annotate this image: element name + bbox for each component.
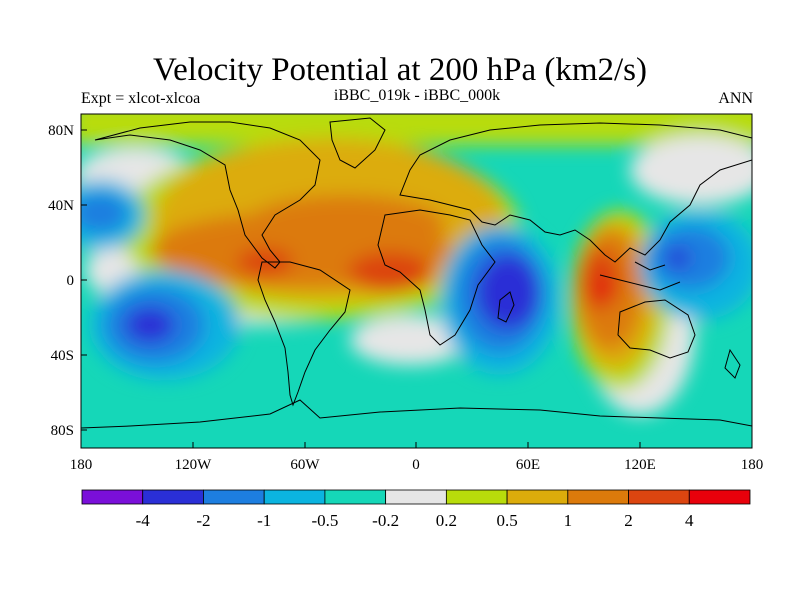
coast-north-america — [94, 121, 321, 269]
x-tick-label: 60E — [516, 457, 540, 473]
colorbar-swatch — [142, 489, 204, 505]
tick-marks — [80, 129, 753, 448]
coast-africa — [377, 209, 496, 346]
colorbar-label: 0.5 — [496, 511, 517, 530]
coast-new-zealand — [724, 348, 741, 379]
plot-title: Velocity Potential at 200 hPa (km2/s) — [152, 52, 648, 88]
y-tick-label: 40N — [48, 198, 74, 214]
x-tick-label: 120W — [175, 457, 213, 473]
colorbar-label: -0.2 — [372, 511, 399, 530]
colorbar-swatch — [688, 489, 751, 505]
colorbar-swatch — [506, 489, 569, 505]
x-tick-label: 0 — [412, 457, 420, 473]
coast-south-america — [257, 261, 351, 407]
colorbar-swatch — [324, 489, 387, 505]
colorbar-swatch — [567, 489, 629, 505]
left-subtitle: Expt = xlcot-xlcoa — [81, 90, 201, 107]
colorbar: -4 -2 -1 -0.5 -0.2 0.2 0.5 1 2 4 — [81, 489, 751, 530]
colorbar-label: 2 — [624, 511, 633, 530]
colorbar-label: -1 — [257, 511, 271, 530]
y-tick-label: 40S — [51, 348, 74, 364]
coast-maritime-continent — [599, 261, 681, 291]
coast-australia — [617, 299, 696, 359]
colorbar-swatch — [445, 489, 508, 505]
colorbar-label: -2 — [196, 511, 210, 530]
colorbar-label: 4 — [685, 511, 694, 530]
center-subtitle: iBBC_019k - iBBC_000k — [333, 87, 501, 104]
contour-field — [81, 114, 752, 448]
x-tick-label: 180 — [741, 457, 764, 473]
y-tick-label: 80N — [48, 123, 74, 139]
x-tick-label: 180 — [70, 457, 93, 473]
x-tick-label: 120E — [624, 457, 656, 473]
colorbar-swatch — [385, 489, 447, 505]
colorbar-swatch — [203, 489, 265, 505]
colorbar-swatch — [263, 489, 326, 505]
coastlines — [81, 117, 752, 429]
y-tick-labels: 80N 40N 0 40S 80S — [48, 123, 74, 439]
colorbar-swatch — [81, 489, 144, 505]
right-subtitle: ANN — [718, 90, 753, 107]
colorbar-label: -4 — [136, 511, 151, 530]
x-tick-labels: 180 120W 60W 0 60E 120E 180 — [70, 457, 764, 473]
colorbar-label: -0.5 — [311, 511, 338, 530]
y-tick-label: 80S — [51, 423, 74, 439]
coast-eurasia — [399, 122, 752, 263]
coast-greenland — [329, 117, 386, 169]
coast-madagascar — [497, 291, 515, 323]
y-tick-label: 0 — [67, 273, 75, 289]
colorbar-label: 0.2 — [436, 511, 457, 530]
colorbar-swatch — [628, 489, 690, 505]
coast-antarctica — [81, 399, 752, 429]
x-tick-label: 60W — [290, 457, 320, 473]
colorbar-label: 1 — [564, 511, 573, 530]
